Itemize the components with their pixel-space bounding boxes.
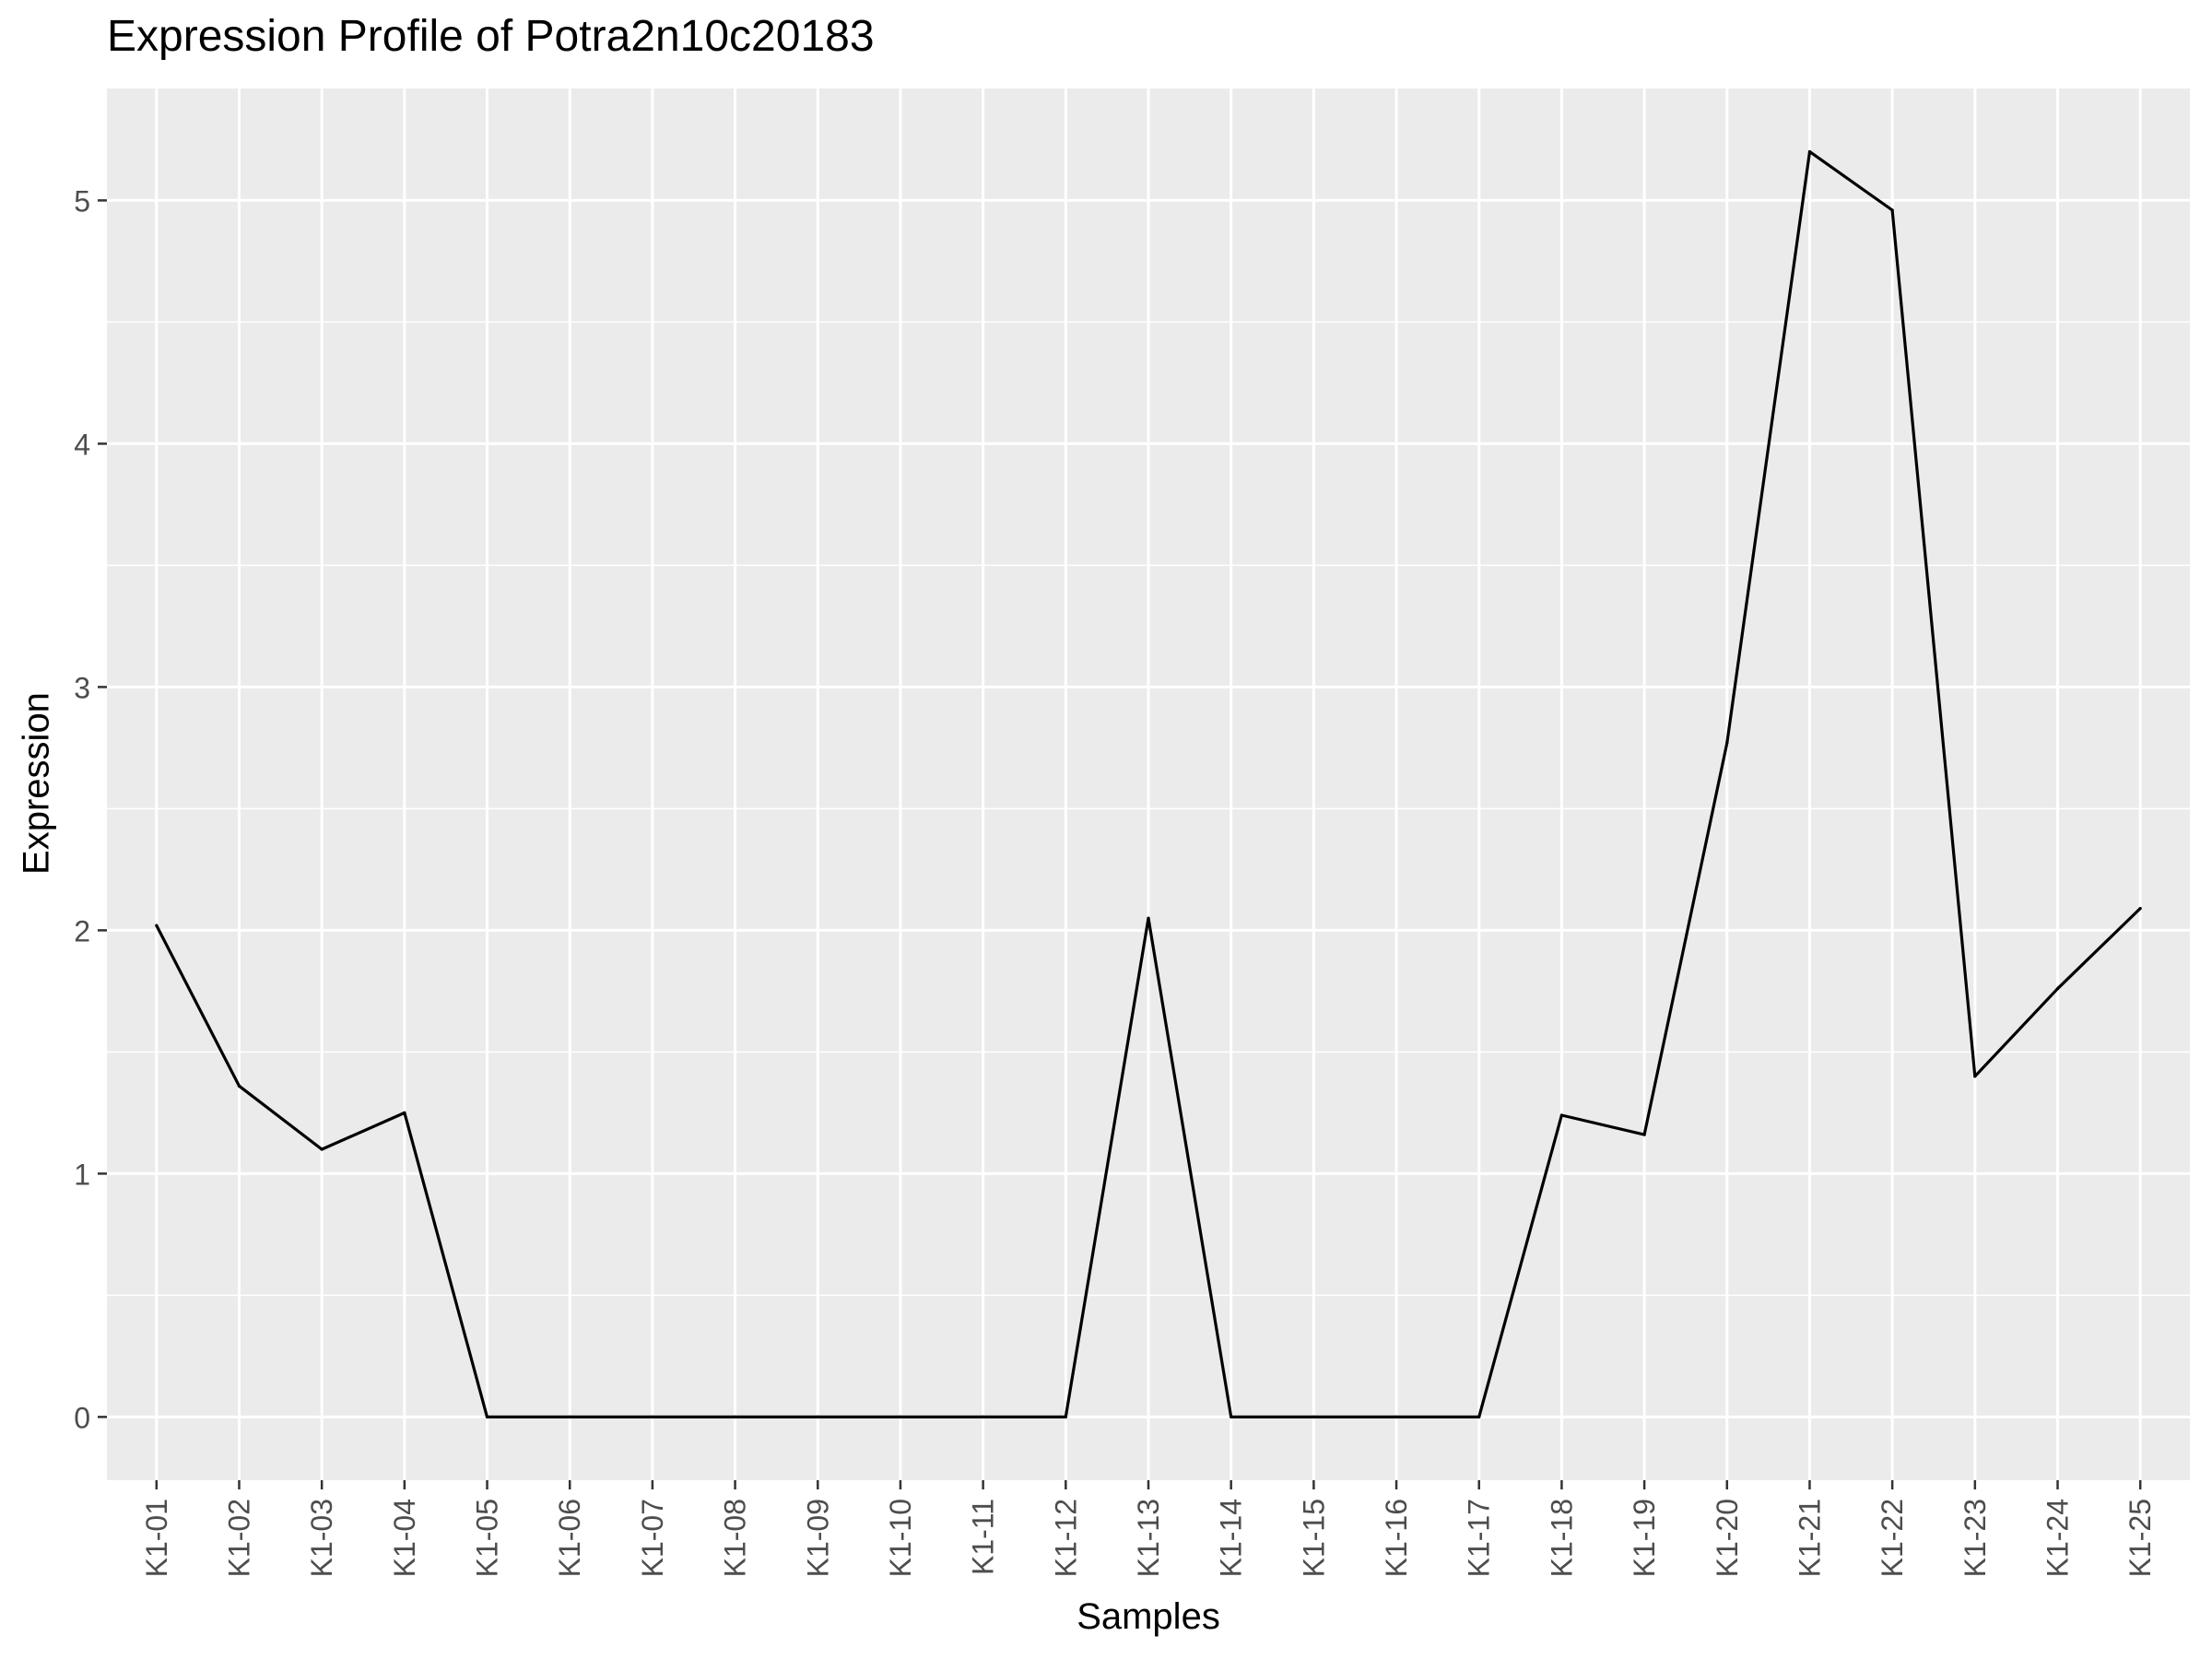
x-tick-label: K1-16: [1380, 1499, 1413, 1577]
y-tick-label: 2: [74, 914, 90, 947]
x-tick-label: K1-13: [1132, 1499, 1165, 1577]
x-tick-label: K1-25: [2124, 1499, 2157, 1577]
x-tick-label: K1-03: [305, 1499, 338, 1577]
x-tick-label: K1-07: [636, 1499, 669, 1577]
data-point: [2055, 987, 2060, 991]
data-point: [651, 1415, 654, 1418]
data-point: [982, 1415, 985, 1418]
x-tick-label: K1-24: [2041, 1499, 2075, 1577]
x-tick-label: K1-15: [1297, 1499, 1330, 1577]
x-tick-label: K1-04: [388, 1499, 421, 1577]
data-point: [237, 1084, 241, 1088]
data-point: [733, 1415, 737, 1418]
x-tick-label: K1-06: [553, 1499, 586, 1577]
y-tick-label: 5: [74, 184, 90, 218]
data-point: [320, 1147, 324, 1151]
x-tick-label: K1-05: [471, 1499, 504, 1577]
y-tick-label: 1: [74, 1158, 90, 1191]
data-point: [155, 924, 159, 927]
data-point: [568, 1415, 571, 1418]
chart-title: Expression Profile of Potra2n10c20183: [107, 12, 875, 61]
data-point: [403, 1111, 406, 1114]
data-point: [1642, 1133, 1646, 1136]
data-point: [1559, 1113, 1564, 1117]
x-tick-label: K1-08: [719, 1499, 752, 1577]
data-point: [1973, 1075, 1977, 1078]
x-tick-label: K1-22: [1876, 1499, 1909, 1577]
data-point: [485, 1415, 489, 1418]
y-axis-title: Expression: [16, 692, 57, 875]
data-point: [899, 1415, 902, 1418]
data-point: [1725, 741, 1729, 745]
x-tick-label: K1-19: [1628, 1499, 1661, 1577]
x-axis-title: Samples: [1077, 1596, 1220, 1637]
x-tick-label: K1-11: [967, 1499, 1000, 1575]
x-tick-label: K1-02: [222, 1499, 255, 1577]
data-point: [1477, 1415, 1481, 1418]
x-tick-label: K1-21: [1793, 1499, 1826, 1577]
data-point: [1890, 208, 1894, 212]
data-point: [1230, 1415, 1233, 1418]
x-tick-label: K1-18: [1545, 1499, 1578, 1577]
x-tick-label: K1-01: [140, 1499, 173, 1577]
x-tick-label: K1-14: [1215, 1499, 1248, 1577]
y-tick-label: 0: [74, 1401, 90, 1434]
data-point: [816, 1415, 819, 1418]
x-tick-label: K1-20: [1711, 1499, 1744, 1577]
data-point: [2138, 907, 2142, 911]
x-tick-label: K1-12: [1049, 1499, 1082, 1577]
x-tick-label: K1-17: [1463, 1499, 1496, 1577]
data-point: [1312, 1415, 1315, 1418]
x-tick-label: K1-09: [801, 1499, 834, 1577]
x-tick-label: K1-23: [1959, 1499, 1992, 1577]
x-tick-label: K1-10: [884, 1499, 917, 1577]
data-point: [1064, 1415, 1067, 1418]
y-tick-label: 3: [74, 671, 90, 704]
data-point: [1394, 1415, 1398, 1418]
y-tick-label: 4: [74, 428, 90, 461]
data-point: [1147, 916, 1150, 920]
data-point: [1807, 150, 1812, 154]
